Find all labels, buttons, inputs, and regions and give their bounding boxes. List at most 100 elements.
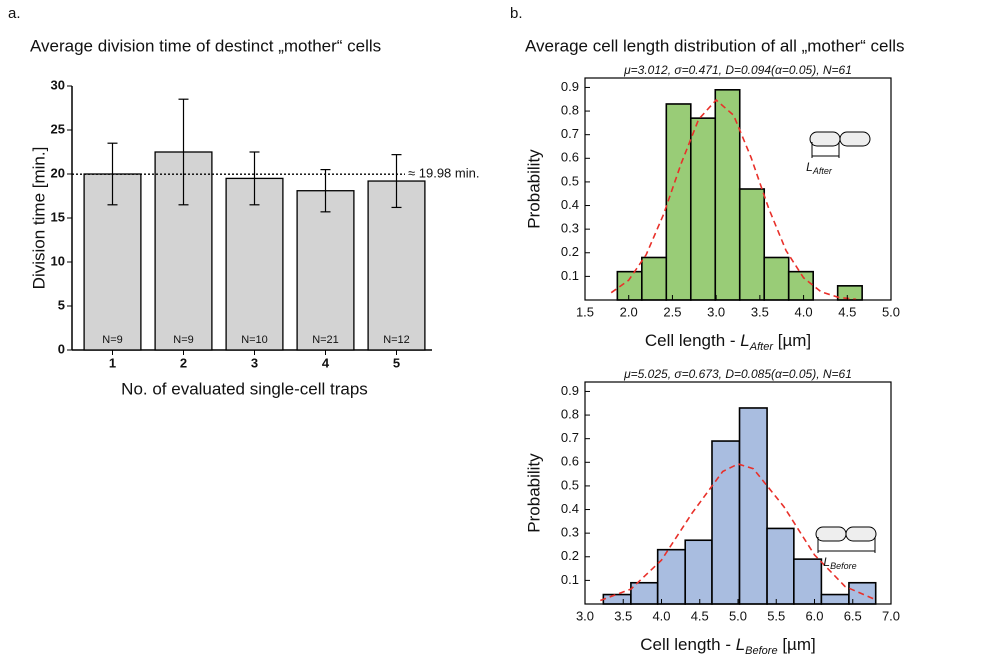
x-label-symbol: L: [740, 331, 749, 350]
histogram-bar: [763, 256, 790, 301]
y-tick-label: 0.1: [561, 268, 579, 283]
x-tick-label: 3: [251, 355, 258, 370]
y-tick-label: 0.4: [561, 197, 579, 212]
y-tick-label: 20: [51, 165, 65, 180]
x-label-unit: [µm]: [778, 635, 816, 654]
histogram-bar: [602, 593, 632, 605]
x-tick-label: 5: [393, 355, 400, 370]
y-tick-label: 0.9: [561, 383, 579, 398]
inset-label: LAfter: [806, 160, 833, 176]
cell: [809, 131, 841, 147]
annotation: μ=5.025, σ=0.673, D=0.085(α=0.05), N=61: [623, 367, 852, 381]
length-bracket: [811, 142, 840, 158]
histogram-bar: [684, 539, 713, 605]
y-tick-label: 0.6: [561, 150, 579, 165]
histogram-bar: [689, 117, 717, 301]
plot-frame: [584, 77, 892, 301]
y-tick-label: 0.5: [561, 173, 579, 188]
y-tick-label: 0.8: [561, 407, 579, 422]
x-tick-label: 2.5: [663, 304, 681, 319]
x-tick-label: 4.5: [838, 304, 856, 319]
x-label-subscript: Before: [745, 645, 777, 657]
y-tick-label: 10: [51, 253, 65, 268]
x-tick-label: 4.5: [691, 608, 709, 623]
annotation: μ=3.012, σ=0.471, D=0.094(α=0.05), N=61: [623, 63, 852, 77]
cell-inset: LAfter: [806, 131, 871, 176]
x-axis-label: Cell length - LAfter [µm]: [645, 331, 811, 352]
y-axis-label: Division time [min.]: [29, 147, 48, 290]
y-tick-label: 0.3: [561, 525, 579, 540]
x-label-text: Cell length -: [645, 331, 740, 350]
x-tick-label: 2.0: [620, 304, 638, 319]
y-tick-label: 0.3: [561, 221, 579, 236]
histogram-bar: [738, 407, 768, 605]
x-tick-label: 6.0: [805, 608, 823, 623]
x-tick-label: 1.5: [576, 304, 594, 319]
x-label-text: Cell length -: [640, 635, 735, 654]
x-axis-label: No. of evaluated single-cell traps: [121, 379, 368, 398]
length-bracket: [817, 537, 876, 553]
inset-label: LBefore: [823, 555, 856, 571]
x-tick-label: 4.0: [652, 608, 670, 623]
bar-annotation: N=10: [241, 334, 268, 346]
fit-curve: [600, 463, 877, 602]
histogram-bar: [711, 440, 741, 605]
reference-label: ≈ 19.98 min.: [408, 166, 479, 181]
histogram-bar: [820, 593, 850, 605]
x-tick-label: 3.0: [707, 304, 725, 319]
x-tick-label: 3.5: [614, 608, 632, 623]
y-tick-label: 0: [58, 341, 65, 356]
x-tick-label: 2: [180, 355, 187, 370]
bar-annotation: N=9: [173, 334, 194, 346]
bar: [296, 190, 355, 351]
x-axis-label: Cell length - LBefore [µm]: [640, 635, 815, 656]
x-tick-label: 6.5: [844, 608, 862, 623]
x-tick-label: 1: [109, 355, 116, 370]
y-tick-label: 0.9: [561, 79, 579, 94]
inset-subscript: Before: [830, 561, 857, 571]
x-tick-label: 5.0: [729, 608, 747, 623]
chart-title: Average cell length distribution of all …: [525, 36, 905, 55]
x-tick-label: 4: [322, 355, 330, 370]
y-tick-label: 0.2: [561, 244, 579, 259]
y-axis-label: Probability: [524, 149, 543, 229]
y-axis-label: Probability: [524, 453, 543, 533]
y-tick-label: 30: [51, 77, 65, 92]
y-tick-label: 5: [58, 297, 65, 312]
y-tick-label: 0.2: [561, 548, 579, 563]
y-tick-label: 0.6: [561, 454, 579, 469]
bar-annotation: N=21: [312, 334, 339, 346]
inset-symbol: L: [823, 555, 830, 569]
x-tick-label: 5.5: [767, 608, 785, 623]
histogram-bar: [836, 285, 863, 301]
x-tick-label: 7.0: [882, 608, 900, 623]
bar: [367, 180, 426, 351]
y-tick-label: 0.7: [561, 126, 579, 141]
x-label-subscript: After: [749, 341, 775, 353]
x-label-unit: [µm]: [773, 331, 811, 350]
x-label-symbol: L: [736, 635, 745, 654]
histogram-bar: [641, 256, 668, 301]
x-tick-label: 3.5: [751, 304, 769, 319]
bar-annotation: N=12: [383, 334, 410, 346]
bar: [225, 177, 284, 351]
histogram-bar: [793, 558, 823, 605]
inset-symbol: L: [806, 160, 813, 174]
histogram-bar: [714, 89, 741, 301]
panel-label: b.: [510, 5, 523, 22]
y-tick-label: 0.5: [561, 477, 579, 492]
histogram-bar: [656, 548, 687, 605]
bar-annotation: N=9: [102, 334, 123, 346]
y-tick-label: 0.1: [561, 572, 579, 587]
y-tick-label: 0.7: [561, 430, 579, 445]
x-tick-label: 5.0: [882, 304, 900, 319]
histogram-bar: [738, 188, 766, 301]
inset-subscript: After: [812, 166, 833, 176]
y-tick-label: 0.4: [561, 501, 579, 516]
histogram-bar: [630, 581, 659, 605]
histogram-bar: [665, 103, 692, 301]
y-tick-label: 0.8: [561, 103, 579, 118]
cell: [845, 526, 877, 542]
cell-inset: LBefore: [815, 526, 877, 571]
